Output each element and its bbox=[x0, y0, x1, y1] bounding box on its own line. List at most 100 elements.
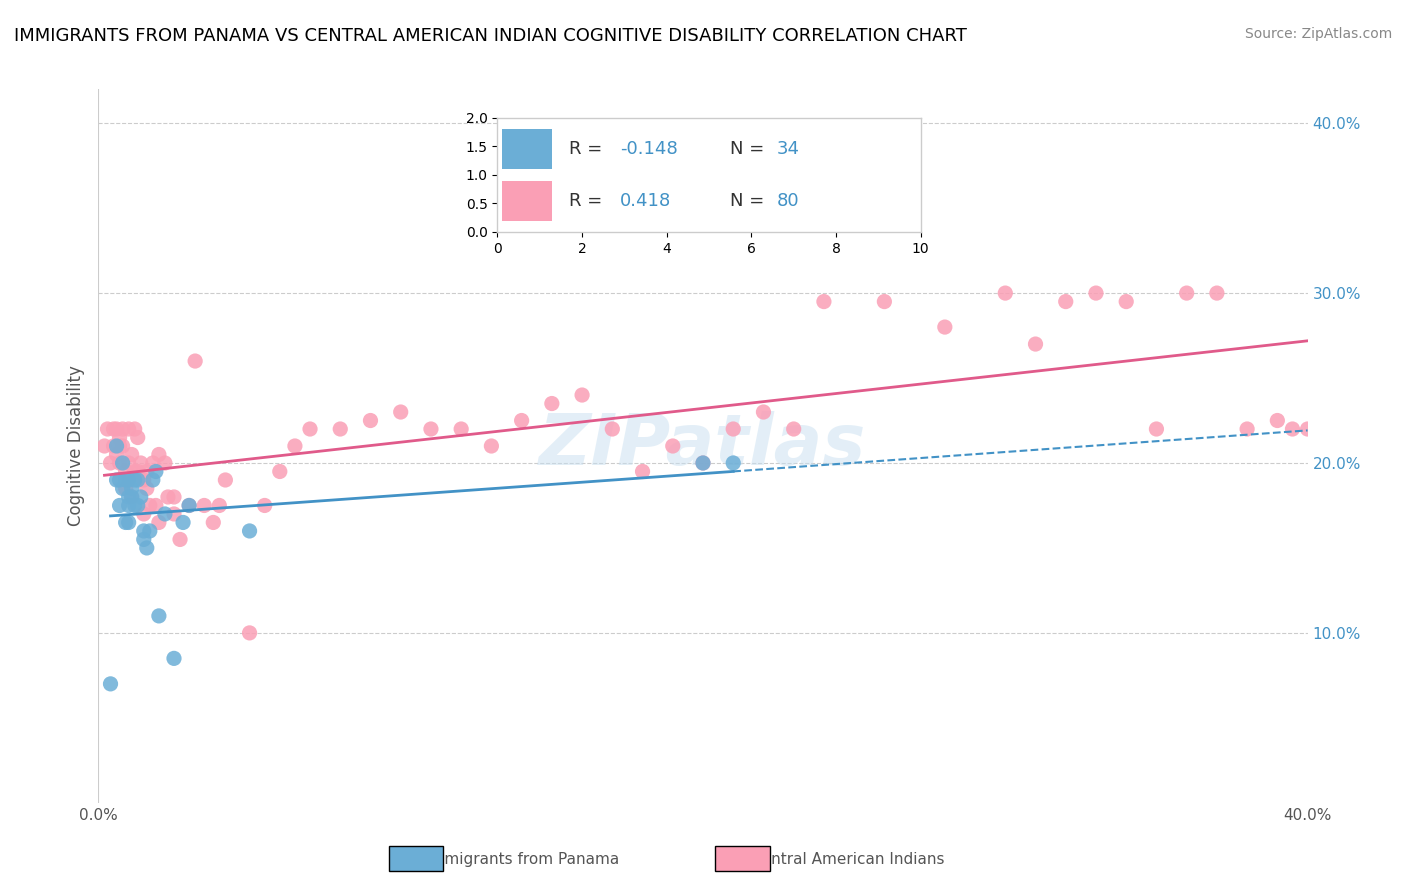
Point bbox=[163, 507, 186, 521]
Point bbox=[783, 422, 806, 436]
Point bbox=[179, 499, 201, 513]
Point bbox=[142, 456, 165, 470]
Point bbox=[873, 294, 896, 309]
Point bbox=[269, 465, 291, 479]
Point bbox=[111, 456, 134, 470]
Point bbox=[111, 422, 134, 436]
Point bbox=[135, 465, 157, 479]
Point bbox=[284, 439, 307, 453]
Point bbox=[114, 465, 136, 479]
Point bbox=[124, 499, 146, 513]
Point bbox=[127, 430, 149, 444]
FancyBboxPatch shape bbox=[716, 846, 769, 871]
Point bbox=[118, 456, 141, 470]
Point bbox=[184, 354, 207, 368]
Point bbox=[1144, 422, 1167, 436]
Point bbox=[121, 448, 143, 462]
Point bbox=[127, 499, 149, 513]
Point bbox=[142, 473, 165, 487]
Point bbox=[1236, 422, 1258, 436]
Point bbox=[156, 490, 179, 504]
Point bbox=[105, 422, 128, 436]
Point bbox=[108, 439, 131, 453]
Point bbox=[124, 473, 146, 487]
Text: Central American Indians: Central American Indians bbox=[751, 853, 945, 867]
Point bbox=[111, 439, 134, 453]
Point bbox=[129, 456, 152, 470]
Point bbox=[108, 456, 131, 470]
FancyBboxPatch shape bbox=[388, 846, 443, 871]
Point bbox=[132, 524, 155, 538]
Point bbox=[93, 439, 115, 453]
Point bbox=[124, 465, 146, 479]
Point bbox=[121, 482, 143, 496]
Point bbox=[239, 626, 262, 640]
Point bbox=[145, 499, 167, 513]
Point bbox=[148, 516, 170, 530]
Point bbox=[1175, 286, 1198, 301]
Point bbox=[179, 499, 201, 513]
Point bbox=[124, 422, 146, 436]
Point bbox=[148, 448, 170, 462]
Point bbox=[299, 422, 322, 436]
Point bbox=[111, 482, 134, 496]
Point bbox=[571, 388, 593, 402]
Point bbox=[118, 516, 141, 530]
Point bbox=[100, 456, 122, 470]
Point bbox=[723, 422, 745, 436]
Point bbox=[132, 473, 155, 487]
Point bbox=[202, 516, 225, 530]
Point bbox=[813, 294, 835, 309]
Point bbox=[108, 499, 131, 513]
Point bbox=[214, 473, 236, 487]
Point bbox=[105, 439, 128, 453]
Point bbox=[108, 473, 131, 487]
Point bbox=[661, 439, 683, 453]
Point bbox=[96, 422, 118, 436]
Point bbox=[481, 439, 503, 453]
Point bbox=[1281, 422, 1303, 436]
Point bbox=[114, 516, 136, 530]
Point bbox=[389, 405, 412, 419]
Y-axis label: Cognitive Disability: Cognitive Disability bbox=[66, 366, 84, 526]
Point bbox=[163, 490, 186, 504]
Text: Source: ZipAtlas.com: Source: ZipAtlas.com bbox=[1244, 27, 1392, 41]
Point bbox=[103, 422, 125, 436]
Point bbox=[148, 608, 170, 623]
Point bbox=[114, 473, 136, 487]
Text: Immigrants from Panama: Immigrants from Panama bbox=[425, 853, 619, 867]
Text: IMMIGRANTS FROM PANAMA VS CENTRAL AMERICAN INDIAN COGNITIVE DISABILITY CORRELATI: IMMIGRANTS FROM PANAMA VS CENTRAL AMERIC… bbox=[14, 27, 967, 45]
Point bbox=[163, 651, 186, 665]
Point bbox=[145, 465, 167, 479]
Point bbox=[329, 422, 352, 436]
Point bbox=[114, 482, 136, 496]
Point bbox=[105, 448, 128, 462]
Point bbox=[139, 524, 162, 538]
Point bbox=[752, 405, 775, 419]
Point bbox=[135, 482, 157, 496]
Point bbox=[172, 516, 194, 530]
Point bbox=[132, 533, 155, 547]
Point bbox=[239, 524, 262, 538]
Point bbox=[118, 490, 141, 504]
Point bbox=[602, 422, 624, 436]
Point bbox=[510, 413, 533, 427]
Point bbox=[208, 499, 231, 513]
Point bbox=[1206, 286, 1229, 301]
Point bbox=[108, 430, 131, 444]
Point bbox=[1024, 337, 1046, 351]
Point bbox=[540, 396, 562, 410]
Point bbox=[127, 473, 149, 487]
Point bbox=[631, 465, 654, 479]
Point bbox=[121, 490, 143, 504]
Point bbox=[103, 439, 125, 453]
Point bbox=[127, 465, 149, 479]
Point bbox=[994, 286, 1017, 301]
Point bbox=[121, 490, 143, 504]
Point bbox=[153, 507, 176, 521]
Point bbox=[118, 499, 141, 513]
Point bbox=[153, 456, 176, 470]
Point bbox=[723, 456, 745, 470]
Point bbox=[1085, 286, 1108, 301]
Point bbox=[1267, 413, 1289, 427]
